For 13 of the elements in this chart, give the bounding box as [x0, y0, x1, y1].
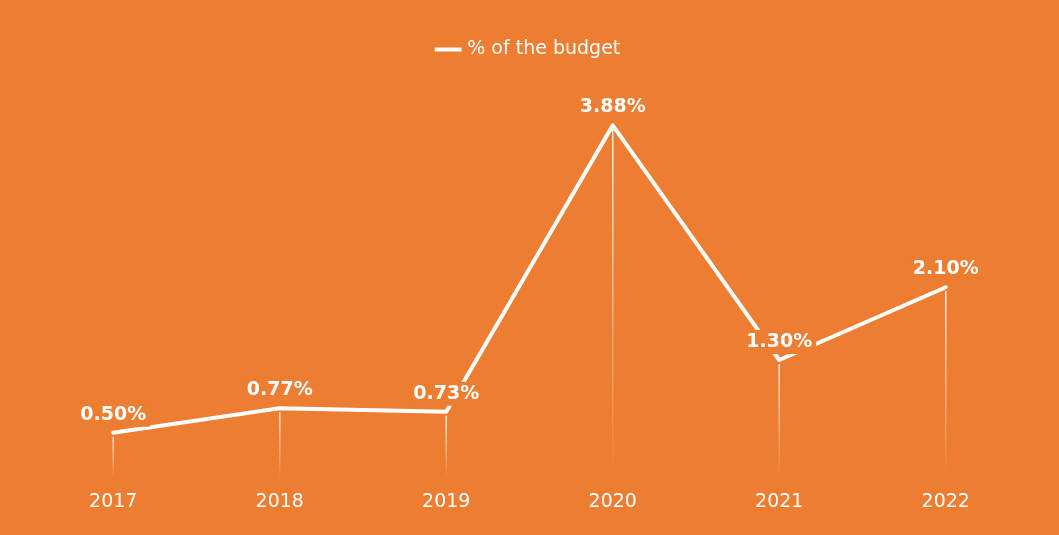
- x-tick-label: 2019: [422, 488, 471, 511]
- data-label: 0.50%: [80, 401, 147, 424]
- data-label: 3.88%: [579, 94, 646, 117]
- legend-label: % of the budget: [467, 36, 621, 59]
- x-tick-label: 2021: [755, 488, 804, 511]
- data-label: 1.30%: [746, 328, 813, 351]
- x-tick-label: 2020: [588, 488, 637, 511]
- x-tick-label: 2017: [89, 488, 138, 511]
- data-label: 2.10%: [912, 256, 979, 279]
- x-tick-label: 2018: [255, 488, 304, 511]
- x-tick-label: 2022: [921, 488, 970, 511]
- data-label: 0.77%: [246, 377, 313, 400]
- data-label: 0.73%: [413, 380, 480, 403]
